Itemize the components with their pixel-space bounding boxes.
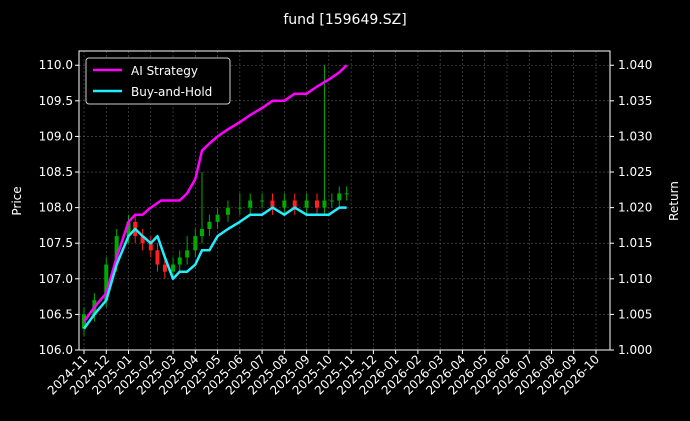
- candle-body: [215, 214, 220, 222]
- series-line-ai-strategy: [82, 64, 348, 323]
- candle-body: [185, 250, 190, 258]
- left-tick-label: 107.0: [39, 272, 73, 286]
- left-y-ticks: 106.0 106.5 107.0 107.5 108.0 108.5 109.0 109.5…: [39, 58, 79, 357]
- candle-body: [140, 236, 145, 244]
- right-y-ticks: 1.000 1.005 1.010 1.015 1.020 1.025 1.030 1.035…: [610, 58, 652, 357]
- candle-body: [292, 200, 297, 208]
- candle-body: [126, 221, 131, 237]
- chart-title: fund [159649.SZ]: [283, 12, 406, 28]
- series-lines: [82, 64, 348, 330]
- left-axis-label: Price: [10, 186, 24, 215]
- candle-body: [193, 236, 198, 251]
- legend-label-ai: AI Strategy: [131, 64, 198, 78]
- candle-body: [282, 200, 287, 208]
- left-tick-label: 109.0: [39, 129, 73, 143]
- candle-body: [114, 236, 119, 265]
- candle-body: [344, 193, 349, 195]
- candle-body: [248, 200, 253, 208]
- legend-label-bh: Buy-and-Hold: [131, 85, 212, 99]
- left-tick-label: 106.5: [39, 307, 73, 321]
- right-tick-label: 1.020: [618, 201, 652, 215]
- candle-body: [104, 264, 109, 301]
- legend: AI Strategy Buy-and-Hold: [85, 57, 231, 105]
- candle-body: [304, 200, 309, 208]
- left-tick-label: 109.5: [39, 94, 73, 108]
- candle-body: [329, 200, 334, 202]
- plot-frame: [78, 50, 611, 351]
- right-axis-label: Return: [667, 181, 681, 221]
- right-tick-label: 1.010: [618, 272, 652, 286]
- candle-body: [270, 200, 275, 208]
- right-tick-label: 1.015: [618, 236, 652, 250]
- candle-body: [162, 264, 167, 272]
- left-tick-label: 107.5: [39, 236, 73, 250]
- right-tick-label: 1.040: [618, 58, 652, 72]
- candle-body: [177, 257, 182, 265]
- candle-body: [322, 200, 327, 208]
- left-tick-label: 108.0: [39, 201, 73, 215]
- candle-body: [237, 207, 242, 209]
- left-tick-label: 108.5: [39, 165, 73, 179]
- candle-body: [199, 228, 204, 237]
- right-tick-label: 1.035: [618, 94, 652, 108]
- candle-body: [148, 243, 153, 251]
- candle-body: [225, 207, 230, 215]
- candle-body: [260, 200, 265, 202]
- right-tick-label: 1.030: [618, 129, 652, 143]
- series-line-buy-and-hold: [82, 206, 347, 330]
- candlesticks: [82, 65, 349, 336]
- left-tick-label: 106.0: [39, 343, 73, 357]
- right-tick-label: 1.005: [618, 307, 652, 321]
- candle-body: [207, 221, 212, 229]
- x-ticks: 2024-112024-122025-012025-022025-032025-…: [45, 350, 602, 398]
- candle-body: [155, 250, 160, 265]
- candle-body: [171, 264, 176, 272]
- candle-body: [337, 193, 342, 201]
- candle-body: [314, 200, 319, 208]
- right-tick-label: 1.000: [618, 343, 652, 357]
- candle-body: [82, 314, 86, 329]
- right-tick-label: 1.025: [618, 165, 652, 179]
- left-tick-label: 110.0: [39, 58, 73, 72]
